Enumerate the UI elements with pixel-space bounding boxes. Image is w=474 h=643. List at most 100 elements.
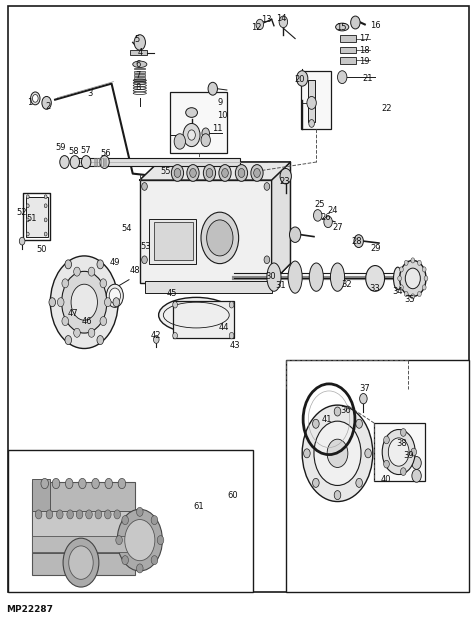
Circle shape [365,449,372,458]
Circle shape [236,165,247,181]
Circle shape [142,256,147,264]
Circle shape [280,168,292,184]
Circle shape [105,478,112,489]
Circle shape [19,237,25,245]
Bar [170,92,227,153]
Circle shape [207,220,233,256]
Circle shape [400,285,403,290]
Circle shape [27,232,29,236]
Circle shape [104,298,111,307]
Circle shape [264,256,270,264]
Circle shape [208,82,218,95]
Text: 40: 40 [380,475,391,484]
Circle shape [46,510,53,519]
Circle shape [92,478,100,489]
Text: 20: 20 [294,75,305,84]
Circle shape [88,329,95,338]
Circle shape [424,276,428,281]
Text: 43: 43 [229,341,240,350]
Bar [286,360,469,592]
Circle shape [27,218,29,222]
Circle shape [202,128,210,138]
Circle shape [400,267,403,272]
Circle shape [71,284,98,320]
Circle shape [118,478,126,489]
Bar [134,68,146,69]
Circle shape [109,288,120,303]
Bar [301,71,331,129]
Text: 36: 36 [341,406,351,415]
Circle shape [238,168,245,177]
Circle shape [222,168,228,177]
Text: 3: 3 [88,89,93,98]
Circle shape [418,260,421,266]
Text: 25: 25 [314,200,325,209]
Circle shape [65,478,73,489]
Circle shape [97,336,103,345]
Circle shape [137,564,143,573]
Circle shape [297,71,308,86]
Circle shape [183,123,200,147]
Circle shape [65,260,72,269]
Circle shape [412,457,421,469]
Text: 12: 12 [251,23,262,32]
Circle shape [412,469,421,482]
Text: 6: 6 [136,60,141,69]
Circle shape [388,438,409,466]
Circle shape [366,266,384,291]
Circle shape [383,460,389,468]
Circle shape [62,279,69,288]
Circle shape [411,294,415,299]
Circle shape [44,218,47,222]
Circle shape [356,478,363,487]
Bar [308,80,315,122]
Circle shape [401,429,406,437]
Circle shape [125,520,155,561]
Bar [154,222,192,260]
Bar [374,423,425,481]
Bar [340,47,356,53]
Text: 55: 55 [160,167,171,176]
Circle shape [314,421,361,485]
Text: 21: 21 [363,74,374,83]
Text: 58: 58 [69,147,79,156]
Circle shape [122,516,128,525]
Circle shape [63,538,99,587]
Circle shape [404,291,408,296]
Circle shape [190,168,196,177]
Text: 50: 50 [36,245,47,254]
Circle shape [290,227,301,242]
Circle shape [60,156,69,168]
Text: 31: 31 [276,281,286,290]
Circle shape [254,168,260,177]
Ellipse shape [336,23,349,31]
Bar [134,80,146,82]
Circle shape [383,436,389,444]
Bar [15,459,246,584]
Text: 11: 11 [212,124,223,133]
Circle shape [100,279,107,288]
Text: MP22287: MP22287 [6,605,53,614]
Circle shape [41,478,48,489]
Text: 52: 52 [16,208,27,217]
Circle shape [312,478,319,487]
Circle shape [100,156,109,168]
Text: 53: 53 [140,242,151,251]
Text: 54: 54 [121,224,132,233]
Circle shape [174,168,181,177]
Circle shape [219,165,231,181]
Text: 38: 38 [396,439,407,448]
Text: 56: 56 [100,149,111,158]
Bar [100,158,101,166]
Text: 45: 45 [166,289,177,298]
Circle shape [354,235,364,248]
Bar [173,301,234,338]
Circle shape [57,298,64,307]
Text: 28: 28 [351,237,362,246]
Text: 39: 39 [404,451,414,460]
Text: 18: 18 [359,46,370,55]
Circle shape [86,510,92,519]
Bar [145,281,272,293]
Circle shape [411,448,417,456]
Text: 9: 9 [217,98,222,107]
